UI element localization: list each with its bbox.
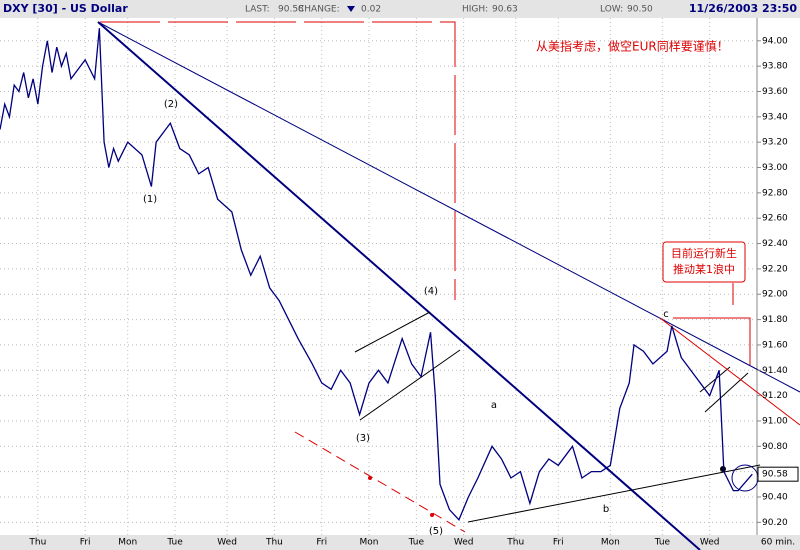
x-axis-bar: [0, 535, 800, 550]
x-tick-label: Wed: [700, 538, 720, 548]
y-tick-label: 93.00: [762, 163, 788, 173]
price-line: [0, 28, 753, 521]
wave-label: (1): [143, 194, 157, 205]
x-tick-label: Tue: [408, 538, 425, 548]
red-dashed-line: [294, 431, 466, 533]
y-tick-label: 91.40: [762, 366, 788, 376]
note: 目前运行新生: [671, 246, 737, 260]
y-tick-label: 92.40: [762, 239, 788, 249]
y-tick-label: 94.00: [762, 36, 788, 46]
red-line: [659, 317, 800, 426]
drawings: [97, 21, 800, 550]
wave-label: (5): [429, 526, 443, 537]
dot: [720, 466, 726, 472]
y-tick-label: 93.20: [762, 138, 788, 148]
y-tick-label: 92.00: [762, 290, 788, 300]
y-tick-label: 90.80: [762, 442, 788, 452]
y-tick-label: 93.60: [762, 87, 788, 97]
y-tick-label: 90.20: [762, 518, 788, 528]
x-tick-label: Mon: [118, 538, 137, 548]
wave-label: (3): [356, 433, 370, 444]
wave-label: (2): [164, 99, 178, 110]
last: 90.58: [278, 5, 304, 15]
low: 90.50: [627, 5, 653, 15]
x-tick-label: Thu: [28, 538, 46, 548]
low-label: LOW:: [600, 5, 623, 15]
x-label: 60 min.: [761, 538, 795, 548]
last-label: LAST:: [245, 5, 270, 15]
x-tick-label: Wed: [217, 538, 237, 548]
y-tick-label: 92.60: [762, 214, 788, 224]
x-tick-label: Tue: [654, 538, 671, 548]
down-arrow: [347, 6, 355, 12]
red-bracket: [100, 21, 456, 300]
trend-line: [97, 21, 800, 393]
high-label: HIGH:: [462, 5, 488, 15]
note: 从美指考虑，做空EUR同样要谨慎！: [536, 39, 729, 54]
y-tick-label: 93.80: [762, 62, 788, 72]
red-dot: [430, 513, 434, 517]
wave-label: a: [491, 400, 497, 411]
x-tick-label: Fri: [316, 538, 327, 548]
red-dot: [368, 476, 372, 480]
x-tick-label: Tue: [166, 538, 183, 548]
wave-label: c: [663, 309, 669, 320]
callout-box: [662, 241, 746, 283]
x-tick-label: Mon: [360, 538, 379, 548]
high: 90.63: [492, 5, 518, 15]
last-price-box: [757, 466, 799, 482]
datetime: 11/26/2003 23:50: [689, 2, 797, 15]
y-tick-label: 91.60: [762, 340, 788, 350]
change-label: CHANGE:: [298, 5, 340, 15]
x-tick-label: Mon: [601, 538, 620, 548]
wave-label: b: [603, 504, 609, 515]
y-tick-label: 91.00: [762, 416, 788, 426]
channel-line: [359, 349, 461, 421]
support-line: [467, 464, 761, 523]
x-tick-label: Wed: [454, 538, 474, 548]
channel-line: [354, 311, 431, 353]
symbol: DXY [30] - US Dollar: [3, 2, 128, 15]
y-tick-label: 92.20: [762, 264, 788, 274]
channel-line: [699, 366, 731, 393]
x-tick-label: Fri: [553, 538, 564, 548]
y-tick-label: 91.80: [762, 315, 788, 325]
x-tick-label: Thu: [265, 538, 283, 548]
y-tick-label: 92.80: [762, 188, 788, 198]
circle-mark: [731, 464, 759, 492]
y-tick-label: 90.40: [762, 492, 788, 502]
note: 推动某1浪中: [673, 262, 735, 276]
x-tick-label: Fri: [80, 538, 91, 548]
wave-label: (4): [424, 286, 438, 297]
x-tick-label: Thu: [506, 538, 524, 548]
trend-line: [97, 21, 701, 550]
header-bar: [0, 0, 800, 18]
change: 0.02: [361, 5, 381, 15]
y-tick-label: 93.40: [762, 112, 788, 122]
red-bracket: [673, 317, 751, 365]
y-tick-label: 91.20: [762, 391, 788, 401]
last-price-label: 90.58: [762, 470, 788, 480]
